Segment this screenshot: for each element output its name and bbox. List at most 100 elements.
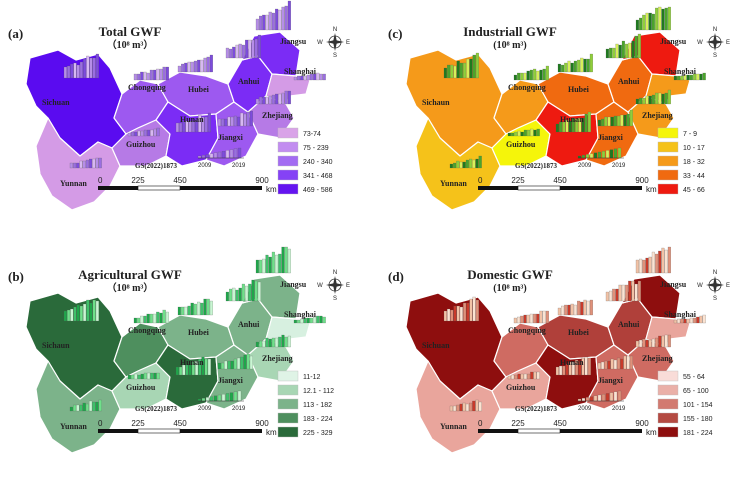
bar <box>140 71 144 81</box>
bar <box>456 60 460 79</box>
bar <box>693 317 697 324</box>
scale-tick-label: 0 <box>98 176 103 185</box>
bar <box>475 299 479 322</box>
bar <box>667 246 671 274</box>
bar <box>140 373 144 380</box>
bar <box>95 157 99 169</box>
bar <box>658 92 662 105</box>
bar <box>322 316 326 324</box>
legend-label: 10 - 17 <box>683 145 705 152</box>
bar <box>83 303 87 322</box>
bar <box>67 309 71 322</box>
bar <box>615 43 619 59</box>
bar-cluster-hubei <box>557 53 593 73</box>
bar <box>648 95 652 105</box>
timeline-start-year: 2009 <box>198 406 212 412</box>
bar <box>699 73 703 81</box>
bar <box>319 315 323 324</box>
bar <box>319 73 323 81</box>
compass-s: S <box>713 53 717 59</box>
bar <box>262 258 266 274</box>
bar <box>146 72 150 81</box>
bar <box>645 95 649 105</box>
bar-cluster-anhui <box>605 33 641 59</box>
bar <box>254 280 258 302</box>
bar <box>297 319 301 324</box>
bar <box>651 338 655 348</box>
map-title: Domestic GWF <box>467 267 553 282</box>
bar <box>284 90 288 105</box>
bar <box>137 317 141 324</box>
scale-tick-label: 225 <box>131 419 145 428</box>
province-label-jiangsu: Jiangsu <box>660 280 687 289</box>
province-label-yunnan: Yunnan <box>440 179 467 188</box>
bar <box>466 302 470 322</box>
bar <box>517 373 521 380</box>
bar <box>284 246 288 274</box>
bar <box>131 131 135 137</box>
bar <box>230 116 234 127</box>
bar <box>601 361 605 370</box>
bar <box>227 360 231 370</box>
bar <box>217 118 221 127</box>
timeline-key: 2009 2019 <box>577 147 626 169</box>
bar-cluster-jiangsu <box>255 246 291 274</box>
bar <box>251 39 255 59</box>
scale-tick-label: 900 <box>635 419 649 428</box>
compass-s: S <box>333 53 337 59</box>
bar <box>232 46 236 59</box>
bar <box>530 128 534 137</box>
scale-unit: km <box>266 428 277 437</box>
bar <box>195 360 199 376</box>
bar <box>562 121 566 133</box>
bar <box>609 47 613 59</box>
bar <box>156 311 160 324</box>
bar <box>567 304 571 316</box>
bar <box>73 62 77 79</box>
map-b: Sichaun Chongqing Yunnan Guizhou Hubei Hunan J… <box>8 246 350 454</box>
bar <box>255 18 259 31</box>
bar <box>443 310 447 322</box>
compass-icon: N S E W <box>697 270 730 302</box>
bar <box>238 287 242 302</box>
province-label-sichuan: Sichaun <box>42 341 70 350</box>
legend: 11-12 12.1 - 112 113 - 182 183 - 224 225 - 3… <box>277 370 334 438</box>
province-label-hubei: Hubei <box>188 85 210 94</box>
bar <box>539 69 543 81</box>
bar <box>667 89 671 105</box>
bar-cluster-jiangxi <box>217 353 253 370</box>
bar <box>610 358 614 370</box>
bar-cluster-jiangxi <box>217 110 253 127</box>
bar <box>159 312 163 324</box>
bar <box>165 311 169 324</box>
bar <box>637 33 641 59</box>
bar <box>235 289 239 302</box>
bar <box>95 401 99 412</box>
legend-swatch <box>657 412 679 424</box>
legend-label: 7 - 9 <box>683 131 697 138</box>
bar <box>185 364 189 376</box>
bar <box>587 357 591 376</box>
compass-icon: N S E W <box>697 27 730 59</box>
bar <box>629 109 633 127</box>
panel-letter: (d) <box>388 269 404 284</box>
bar <box>459 306 463 322</box>
bar <box>83 58 87 79</box>
bar <box>95 300 99 322</box>
bar <box>275 8 279 31</box>
bar <box>201 356 205 376</box>
bar <box>262 96 266 105</box>
bar <box>612 288 616 302</box>
province-label-anhui: Anhui <box>618 77 640 86</box>
bar <box>475 52 479 79</box>
map-title: Total GWF <box>99 24 162 39</box>
province-label-hunan: Hunan <box>180 358 204 367</box>
bar <box>623 355 627 370</box>
bar <box>200 59 204 73</box>
bar <box>478 155 482 169</box>
compass-icon: N S E W <box>317 27 350 59</box>
compass-n: N <box>333 270 337 276</box>
bar <box>79 404 83 412</box>
bar <box>542 68 546 81</box>
bar <box>597 362 601 370</box>
